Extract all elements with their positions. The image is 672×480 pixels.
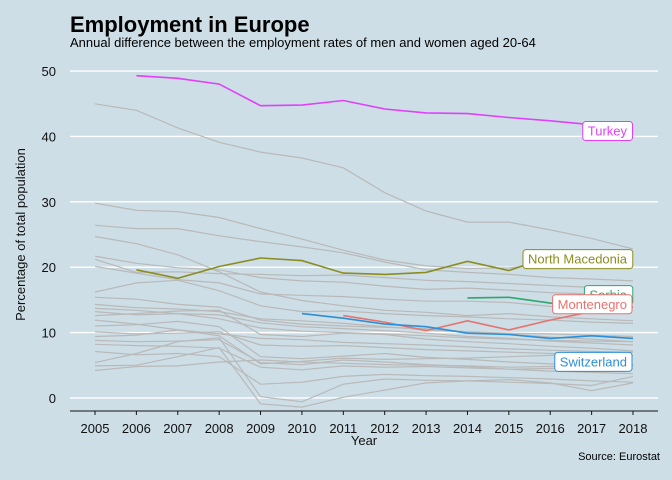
x-tick-label: 2014 xyxy=(453,421,482,436)
series-line-switzerland xyxy=(301,312,634,340)
series-label-switzerland: Switzerland xyxy=(554,351,633,372)
x-axis-title: Year xyxy=(351,433,378,448)
y-axis-title: Percentage of total population xyxy=(13,148,28,321)
x-tick-label: 2011 xyxy=(329,421,357,436)
series-label-box xyxy=(552,294,633,315)
x-tick-label: 2012 xyxy=(370,421,399,436)
x-tick-label: 2018 xyxy=(619,421,648,436)
x-tick-label: 2017 xyxy=(577,421,606,436)
series-line-other-16 xyxy=(94,331,634,356)
x-tick-label: 2009 xyxy=(246,421,275,436)
series-label-box xyxy=(582,121,633,142)
x-tick-label: 2016 xyxy=(536,421,565,436)
series-label-text: North Macedonia xyxy=(528,252,628,267)
chart-title: Employment in Europe xyxy=(70,12,310,37)
series-line-other-3 xyxy=(94,224,634,282)
x-tick-label: 2015 xyxy=(494,421,523,436)
series-line-other-23 xyxy=(94,359,634,372)
x-tick-label: 2013 xyxy=(412,421,441,436)
series-line-other-4 xyxy=(94,235,634,322)
series-label-turkey: Turkey xyxy=(582,121,633,142)
y-tick-label: 10 xyxy=(42,326,56,341)
x-tick-label: 2005 xyxy=(81,421,110,436)
series-label-montenegro: Montenegro xyxy=(552,294,633,315)
x-tick-label: 2010 xyxy=(287,421,316,436)
series-line-other-7 xyxy=(94,265,633,308)
series-line-other-6 xyxy=(94,258,634,290)
y-tick-label: 30 xyxy=(42,195,56,210)
series-line-other-1 xyxy=(94,103,634,250)
series-label-box xyxy=(554,351,633,372)
y-tick-label: 50 xyxy=(42,64,56,79)
series-line-other-9 xyxy=(94,296,634,338)
series-line-other-21 xyxy=(94,337,634,403)
source-caption: Source: Eurostat xyxy=(578,451,660,463)
x-tick-label: 2006 xyxy=(122,421,151,436)
series-label-north-macedonia: North Macedonia xyxy=(522,249,634,270)
series-line-other-13 xyxy=(94,309,634,352)
chart-subtitle: Annual difference between the employment… xyxy=(70,35,536,50)
series-line-turkey xyxy=(136,74,634,132)
series-line-other-5 xyxy=(94,255,634,297)
series-label-text: Switzerland xyxy=(560,354,627,369)
series-label-text: Montenegro xyxy=(558,297,627,312)
x-tick-label: 2008 xyxy=(205,421,234,436)
y-tick-label: 40 xyxy=(42,129,56,144)
y-tick-label: 0 xyxy=(49,391,56,406)
series-line-other-8 xyxy=(94,279,634,324)
series-line-other-15 xyxy=(94,320,634,367)
y-tick-label: 20 xyxy=(42,260,56,275)
series-label-text: Turkey xyxy=(588,124,628,139)
series-line-other-22 xyxy=(94,346,634,408)
series-label-box xyxy=(522,249,634,270)
series-line-other-19 xyxy=(94,343,634,371)
series-line-other-10 xyxy=(94,303,634,343)
series-line-other-17 xyxy=(94,329,634,365)
x-tick-label: 2007 xyxy=(163,421,192,436)
series-line-other-20 xyxy=(94,350,634,385)
